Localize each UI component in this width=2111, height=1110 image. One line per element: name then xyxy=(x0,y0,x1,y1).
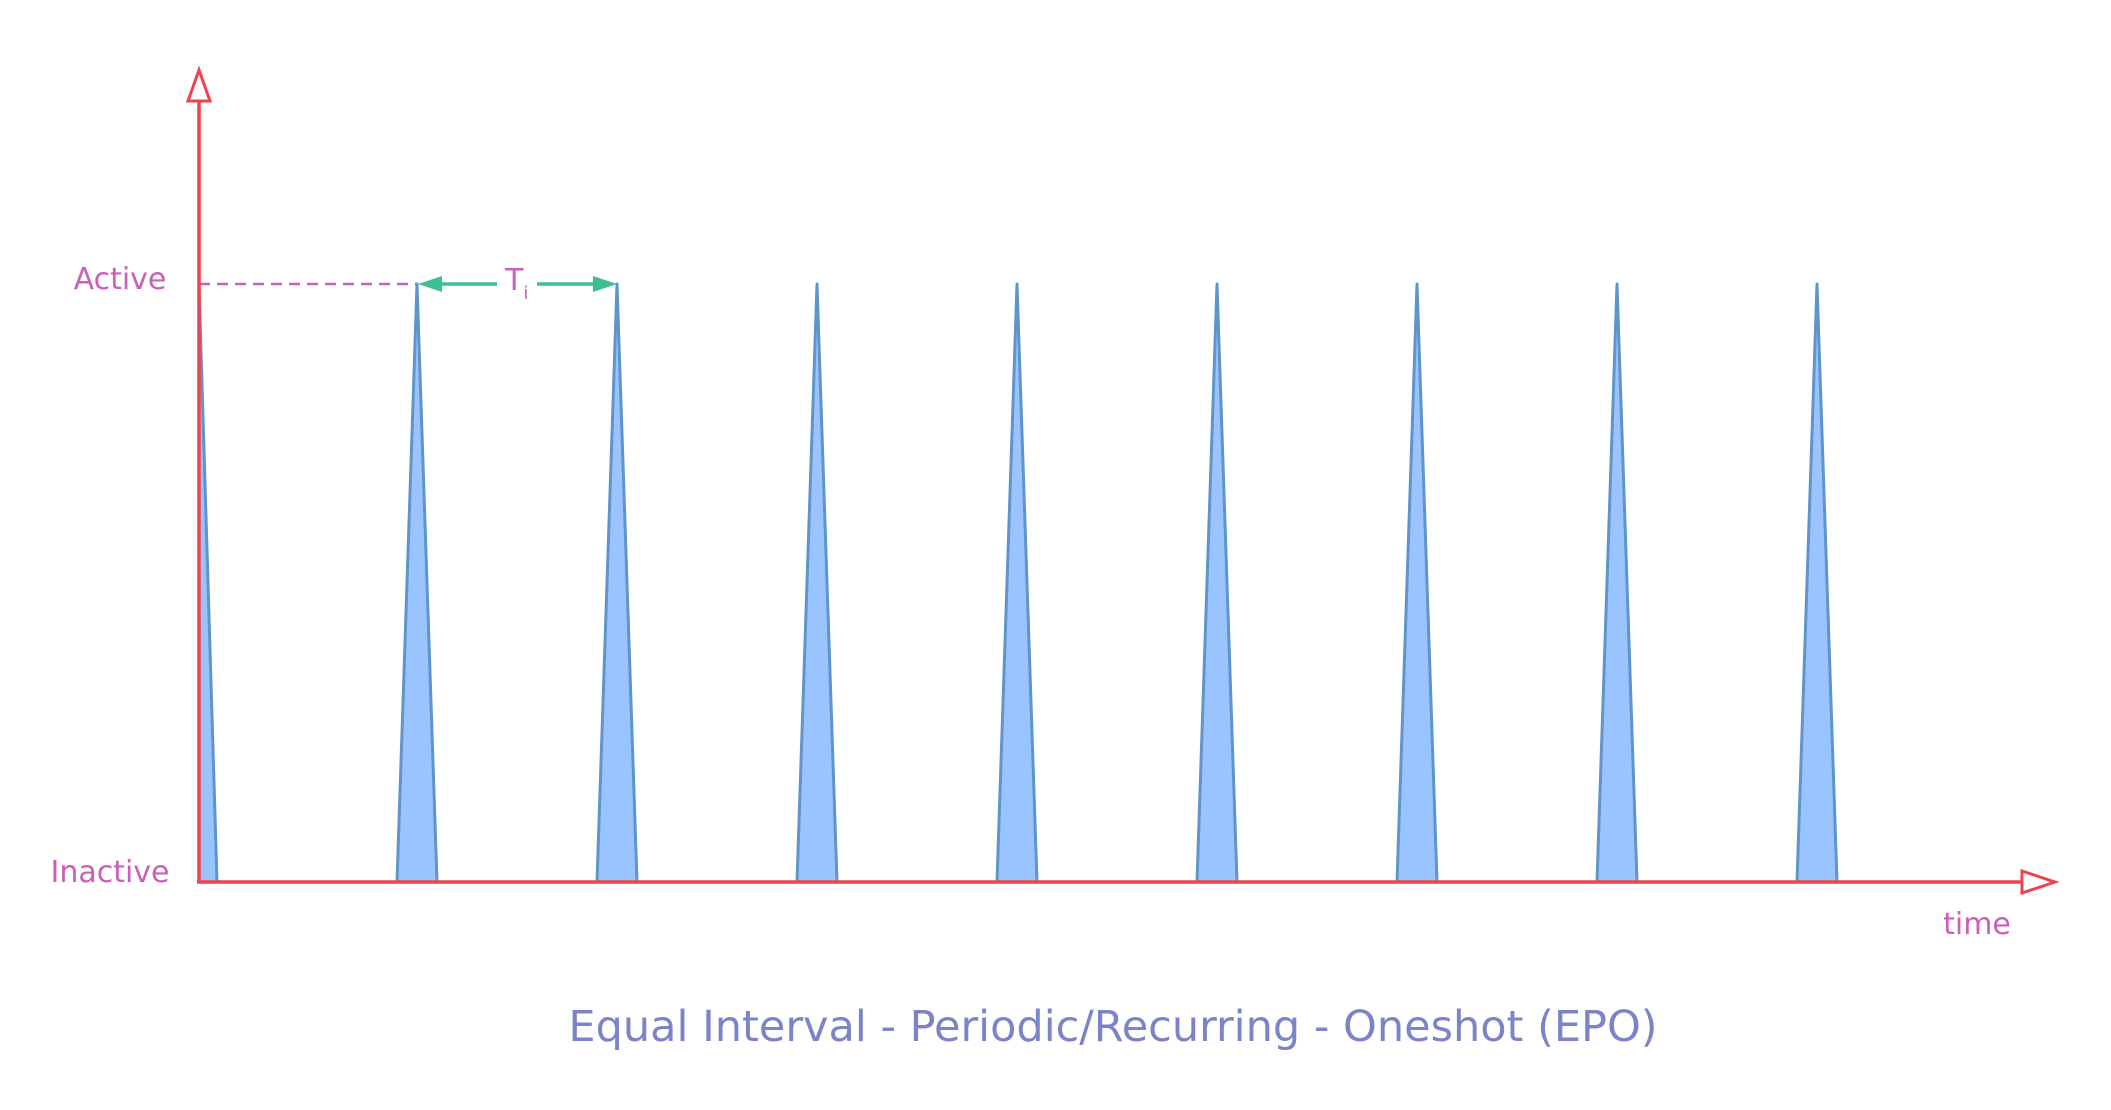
pulse-7 xyxy=(1595,282,1639,884)
pulse-1 xyxy=(395,282,439,884)
time-axis-label: time xyxy=(1943,907,2011,942)
interval-label: Ti xyxy=(504,263,528,304)
interval-marker: Ti xyxy=(418,263,617,304)
interval-arrowhead-left xyxy=(418,276,442,292)
inactive-state-label: Inactive xyxy=(50,855,169,890)
diagram-title: Equal Interval - Periodic/Recurring - On… xyxy=(568,1002,1657,1052)
y-axis-arrowhead xyxy=(185,65,213,103)
pulse-train xyxy=(197,282,1839,884)
x-axis-arrowhead xyxy=(2020,868,2060,896)
pulse-3 xyxy=(795,282,839,884)
pulse-6 xyxy=(1395,282,1439,884)
active-state-label: Active xyxy=(74,262,167,297)
pulse-5 xyxy=(1195,282,1239,884)
interval-arrowhead-right xyxy=(593,276,617,292)
pulse-8 xyxy=(1795,282,1839,884)
pulse-2 xyxy=(595,282,639,884)
axes xyxy=(185,65,2060,896)
pulse-0 xyxy=(197,282,219,884)
pulse-4 xyxy=(995,282,1039,884)
